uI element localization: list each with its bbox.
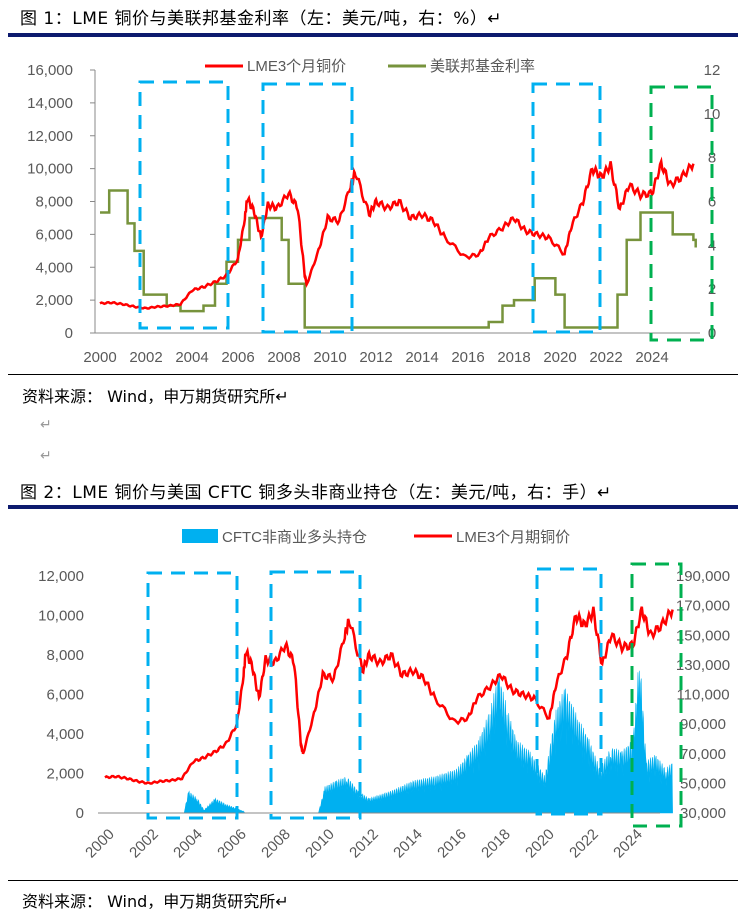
figure1-title: 图 1：LME 铜价与美联邦基金利率（左：美元/吨，右：%）↵	[20, 9, 503, 29]
x-tick: 2006	[221, 349, 254, 366]
y-right-tick: 8	[708, 150, 716, 167]
y-left-tick: 2,000	[35, 292, 73, 309]
y-left-tick: 0	[76, 805, 84, 822]
blank-line: ↵	[40, 417, 52, 433]
highlight-box	[535, 567, 603, 816]
x-tick: 2000	[82, 826, 118, 862]
y-right-tick: 6	[708, 194, 716, 211]
y-left-tick: 8,000	[46, 647, 84, 664]
x-tick: 2004	[175, 349, 208, 366]
x-tick: 2018	[497, 349, 530, 366]
legend-label: LME3个月铜价	[247, 58, 346, 75]
x-tick: 2018	[478, 826, 514, 862]
x-tick: 2000	[83, 349, 116, 366]
highlight-box	[269, 570, 362, 820]
y-right-tick: 110,000	[676, 687, 729, 704]
title-rule	[8, 33, 738, 37]
x-tick: 2016	[434, 826, 470, 862]
series-copper	[99, 156, 695, 310]
x-tick: 2022	[589, 349, 622, 366]
x-tick: 2004	[170, 826, 206, 862]
y-left-tick: 6,000	[35, 226, 73, 243]
series-copper	[104, 606, 674, 785]
legend-label: LME3个月期铜价	[456, 529, 570, 546]
x-tick: 2014	[405, 349, 438, 366]
chart2: 0 2,000 4,000 6,000 8,000 10,000 12,000 30,000 5…	[38, 529, 730, 862]
y-right-tick: 90,000	[680, 716, 726, 733]
y-left-tick: 12,000	[38, 568, 84, 585]
highlight-box	[146, 571, 239, 820]
x-tick: 2010	[302, 826, 338, 862]
x-tick: 2006	[214, 826, 250, 862]
highlight-box	[630, 562, 683, 828]
y-right-tick: 70,000	[680, 746, 726, 763]
x-tick: 2014	[390, 826, 426, 862]
y-right-tick: 130,000	[676, 657, 730, 674]
x-tick: 2016	[451, 349, 484, 366]
x-tick: 2002	[129, 349, 162, 366]
x-tick: 2008	[267, 349, 300, 366]
y-left-tick: 0	[65, 325, 73, 342]
title-rule	[8, 505, 738, 509]
legend-swatch-cftc	[182, 529, 218, 543]
chart1: 0 2,000 4,000 6,000 8,000 10,000 12,000 14,000 1…	[27, 58, 721, 366]
x-tick: 2012	[359, 349, 392, 366]
blank-line: ↵	[40, 448, 52, 464]
legend-label: 美联邦基金利率	[430, 58, 535, 75]
x-tick: 2002	[126, 826, 162, 862]
y-left-tick: 6,000	[46, 687, 84, 704]
figure1-source: 资料来源： Wind，申万期货研究所↵	[22, 387, 289, 406]
x-tick: 2020	[522, 826, 558, 862]
highlight-box	[649, 85, 714, 342]
y-right-tick: 30,000	[680, 805, 726, 822]
y-left-tick: 4,000	[46, 726, 84, 743]
x-tick: 2024	[635, 349, 668, 366]
figure2-source: 资料来源： Wind，申万期货研究所↵	[22, 892, 289, 911]
y-left-tick: 12,000	[27, 128, 73, 145]
divider	[8, 374, 738, 375]
y-left-tick: 14,000	[27, 95, 73, 112]
y-right-tick: 12	[704, 62, 721, 79]
highlight-box	[138, 80, 230, 330]
x-tick: 2012	[346, 826, 382, 862]
y-left-tick: 10,000	[27, 161, 73, 178]
y-right-tick: 150,000	[676, 627, 730, 644]
divider	[8, 880, 738, 881]
x-tick: 2010	[313, 349, 346, 366]
y-left-tick: 16,000	[27, 62, 73, 79]
x-tick: 2024	[610, 826, 646, 862]
series-fed-rate	[100, 189, 697, 329]
x-tick: 2020	[543, 349, 576, 366]
series-cftc-long	[105, 670, 673, 814]
x-tick: 2008	[258, 826, 294, 862]
y-right-tick: 50,000	[680, 775, 726, 792]
x-tick: 2022	[566, 826, 602, 862]
highlight-box	[261, 82, 354, 334]
y-right-tick: 190,000	[676, 568, 730, 585]
y-right-tick: 10	[704, 106, 721, 123]
figure2-title: 图 2：LME 铜价与美国 CFTC 铜多头非商业持仓（左：美元/吨，右：手）↵	[20, 483, 612, 503]
y-right-tick: 170,000	[676, 598, 730, 615]
y-left-tick: 8,000	[35, 194, 73, 211]
y-left-tick: 10,000	[38, 608, 84, 625]
legend-label: CFTC非商业多头持仓	[222, 529, 367, 546]
y-left-tick: 2,000	[46, 766, 84, 783]
y-left-tick: 4,000	[35, 259, 73, 276]
highlight-box	[531, 82, 602, 334]
